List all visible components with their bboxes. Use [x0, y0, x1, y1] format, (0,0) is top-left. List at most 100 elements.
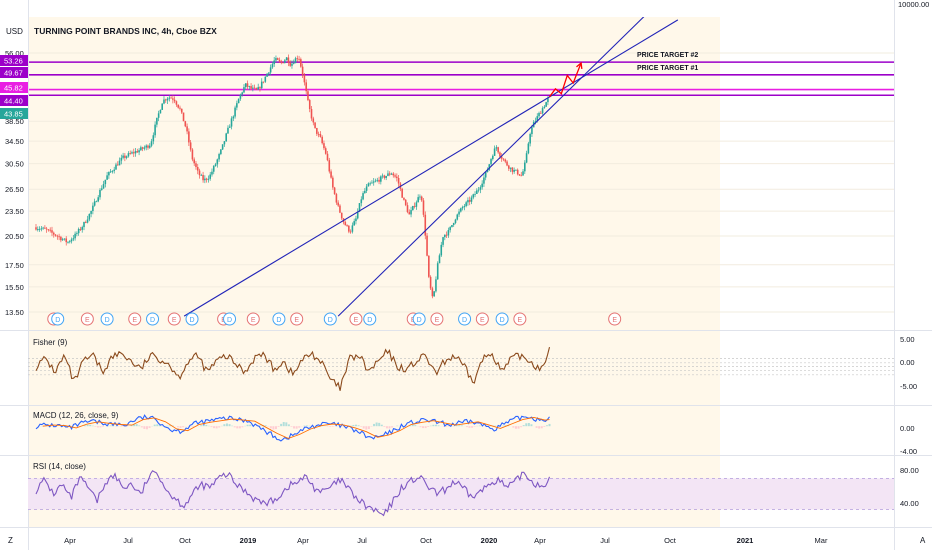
- candle-body: [170, 97, 172, 99]
- price-target-1-label[interactable]: PRICE TARGET #1: [637, 65, 698, 72]
- indicator-axis-label: -5.00: [900, 382, 917, 391]
- candle-body: [106, 175, 108, 180]
- price-tick-label: 34.50: [5, 137, 24, 146]
- macd-title[interactable]: MACD (12, 26, close, 9): [33, 411, 119, 420]
- price-badge-label: 43.85: [4, 110, 23, 119]
- candle-body: [266, 73, 268, 77]
- candle-body: [74, 233, 76, 239]
- timezone-button[interactable]: Z: [8, 536, 13, 545]
- time-tick-label: Oct: [420, 536, 433, 545]
- candle-body: [102, 184, 105, 189]
- candle-body: [390, 173, 393, 175]
- candle-body: [385, 175, 387, 178]
- event-marker-label: E: [435, 317, 440, 324]
- earnings-marker[interactable]: E: [167, 312, 181, 326]
- trendline[interactable]: [183, 19, 679, 317]
- auto-scale-button[interactable]: A: [920, 536, 926, 545]
- candle-body: [93, 201, 96, 206]
- price-tick-label: 20.50: [5, 232, 24, 241]
- candle-body: [474, 193, 476, 195]
- trendline[interactable]: [337, 0, 668, 317]
- candle-body: [209, 174, 211, 179]
- candle-body: [35, 227, 37, 230]
- candle-body: [486, 169, 489, 173]
- price-target-2-label[interactable]: PRICE TARGET #2: [637, 52, 698, 59]
- candle-body: [291, 63, 293, 66]
- candle-body: [500, 156, 503, 159]
- trendlines[interactable]: [183, 0, 679, 317]
- dividend-marker[interactable]: D: [146, 312, 160, 326]
- candle-body: [319, 134, 322, 137]
- event-marker-label: D: [367, 317, 372, 324]
- candle-body: [431, 288, 434, 297]
- candle-body: [207, 178, 210, 180]
- dividend-marker[interactable]: D: [363, 312, 377, 326]
- candle-body: [317, 133, 320, 135]
- price-axis[interactable]: 10000.00 56.00 38.50 34.50 30.50 26.50 23.50 20…: [5, 0, 929, 317]
- candle-body: [198, 170, 201, 176]
- candle-body: [371, 182, 373, 184]
- candle-body: [232, 116, 235, 119]
- price-tick-label: 15.50: [5, 283, 24, 292]
- candle-body: [115, 164, 117, 170]
- dividend-marker[interactable]: D: [323, 312, 337, 326]
- candle-body: [92, 205, 94, 212]
- earnings-marker[interactable]: E: [608, 312, 622, 326]
- event-marker-circle: [128, 312, 142, 326]
- time-axis[interactable]: Apr Jul Oct 2019 Apr Jul Oct 2020 Apr Jul Oct 2021 M…: [64, 536, 828, 545]
- candle-body: [456, 214, 459, 220]
- candle-body: [143, 147, 146, 149]
- event-marker-label: D: [189, 317, 194, 324]
- time-tick-label: 2019: [240, 536, 257, 545]
- candle-body: [484, 172, 487, 178]
- candle-body: [44, 227, 46, 229]
- macd-signal-line: [42, 416, 550, 439]
- event-marker-label: D: [55, 317, 60, 324]
- candle-body: [175, 101, 178, 105]
- candle-body: [428, 255, 430, 277]
- dividend-marker[interactable]: D: [51, 312, 65, 326]
- candle-body: [65, 238, 68, 243]
- price-levels: [28, 61, 894, 97]
- dividend-marker[interactable]: D: [412, 312, 426, 326]
- fisher-title[interactable]: Fisher (9): [33, 338, 68, 347]
- dividend-marker[interactable]: D: [223, 312, 237, 326]
- candle-body: [81, 227, 84, 230]
- earnings-marker[interactable]: E: [80, 312, 94, 326]
- rsi-title[interactable]: RSI (14, close): [33, 462, 86, 471]
- candle-body: [499, 152, 501, 157]
- currency-label[interactable]: USD: [6, 27, 23, 36]
- candle-body: [60, 236, 62, 241]
- earnings-marker[interactable]: E: [128, 312, 142, 326]
- dividend-marker[interactable]: D: [495, 312, 509, 326]
- candle-body: [426, 235, 428, 256]
- dividend-marker[interactable]: D: [185, 312, 199, 326]
- candle-body: [38, 228, 41, 230]
- dividend-marker[interactable]: D: [100, 312, 114, 326]
- candle-body: [412, 206, 414, 211]
- candle-body: [369, 183, 371, 185]
- time-tick-label: 2021: [737, 536, 754, 545]
- fisher-line: [35, 346, 551, 391]
- earnings-marker[interactable]: E: [349, 312, 363, 326]
- dividend-marker[interactable]: D: [272, 312, 286, 326]
- candle-body: [381, 175, 384, 177]
- earnings-marker[interactable]: E: [513, 312, 527, 326]
- earnings-marker[interactable]: E: [475, 312, 489, 326]
- candle-body: [415, 202, 418, 207]
- earnings-marker[interactable]: E: [290, 312, 304, 326]
- indicator-axis-label: 80.00: [900, 466, 919, 475]
- projection-line[interactable]: [548, 62, 582, 98]
- candle-body: [188, 131, 190, 143]
- candle-body: [259, 87, 261, 89]
- candle-body: [282, 62, 284, 64]
- earnings-marker[interactable]: E: [246, 312, 260, 326]
- candle-body: [529, 134, 531, 144]
- candle-body: [515, 169, 517, 171]
- candle-body: [193, 159, 195, 164]
- dividend-marker[interactable]: D: [458, 312, 472, 326]
- candle-body: [109, 171, 112, 173]
- event-markers[interactable]: EDEDEDEDEDEDEDEDEDEDEDEE: [47, 312, 622, 326]
- earnings-marker[interactable]: E: [430, 312, 444, 326]
